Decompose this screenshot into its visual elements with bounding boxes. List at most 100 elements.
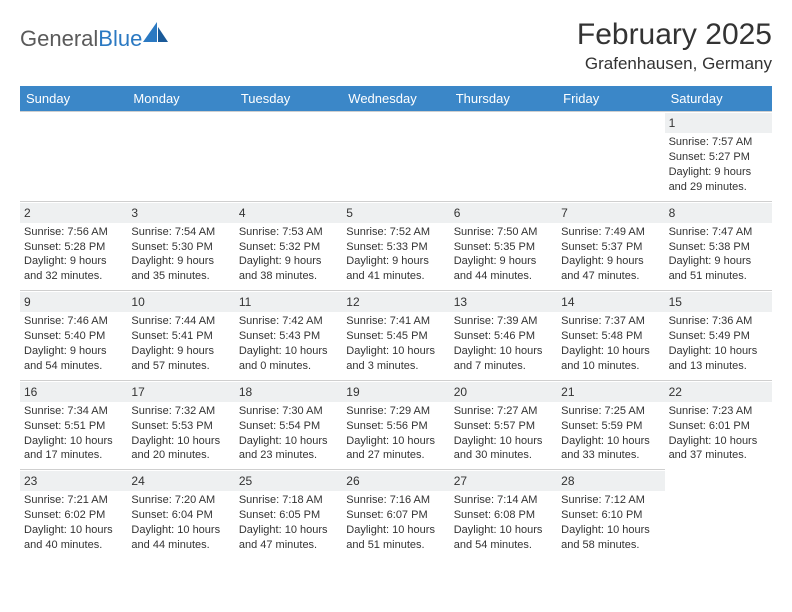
day-number: 19	[342, 382, 449, 402]
sunset-text: Sunset: 6:04 PM	[131, 508, 230, 523]
logo-text-2: Blue	[98, 26, 142, 52]
sunrise-text: Sunrise: 7:56 AM	[24, 225, 123, 240]
sunset-text: Sunset: 5:28 PM	[24, 240, 123, 255]
day-cell: 5Sunrise: 7:52 AMSunset: 5:33 PMDaylight…	[342, 201, 449, 291]
daylight-text: and 33 minutes.	[561, 448, 660, 463]
weekday-header: Wednesday	[342, 86, 449, 111]
sunrise-text: Sunrise: 7:27 AM	[454, 404, 553, 419]
daylight-text: Daylight: 10 hours	[131, 434, 230, 449]
empty-cell	[342, 111, 449, 201]
sunset-text: Sunset: 5:35 PM	[454, 240, 553, 255]
day-number: 6	[450, 203, 557, 223]
sunrise-text: Sunrise: 7:20 AM	[131, 493, 230, 508]
daylight-text: Daylight: 9 hours	[131, 344, 230, 359]
sunrise-text: Sunrise: 7:25 AM	[561, 404, 660, 419]
day-cell: 13Sunrise: 7:39 AMSunset: 5:46 PMDayligh…	[450, 290, 557, 380]
day-number: 7	[557, 203, 664, 223]
sunrise-text: Sunrise: 7:37 AM	[561, 314, 660, 329]
sunset-text: Sunset: 5:51 PM	[24, 419, 123, 434]
sunset-text: Sunset: 6:05 PM	[239, 508, 338, 523]
weekday-header: Saturday	[665, 86, 772, 111]
daylight-text: and 20 minutes.	[131, 448, 230, 463]
daylight-text: and 47 minutes.	[239, 538, 338, 553]
day-number: 2	[20, 203, 127, 223]
daylight-text: Daylight: 10 hours	[239, 434, 338, 449]
sunrise-text: Sunrise: 7:16 AM	[346, 493, 445, 508]
weekday-header: Sunday	[20, 86, 127, 111]
daylight-text: Daylight: 10 hours	[561, 523, 660, 538]
daylight-text: and 0 minutes.	[239, 359, 338, 374]
day-number: 21	[557, 382, 664, 402]
daylight-text: and 58 minutes.	[561, 538, 660, 553]
day-cell: 19Sunrise: 7:29 AMSunset: 5:56 PMDayligh…	[342, 380, 449, 470]
day-number: 8	[665, 203, 772, 223]
day-number: 4	[235, 203, 342, 223]
daylight-text: and 40 minutes.	[24, 538, 123, 553]
sunrise-text: Sunrise: 7:32 AM	[131, 404, 230, 419]
daylight-text: and 7 minutes.	[454, 359, 553, 374]
sunrise-text: Sunrise: 7:23 AM	[669, 404, 768, 419]
empty-cell	[20, 111, 127, 201]
day-cell: 25Sunrise: 7:18 AMSunset: 6:05 PMDayligh…	[235, 469, 342, 559]
day-number: 12	[342, 292, 449, 312]
day-number: 17	[127, 382, 234, 402]
sunset-text: Sunset: 5:40 PM	[24, 329, 123, 344]
daylight-text: and 32 minutes.	[24, 269, 123, 284]
daylight-text: Daylight: 10 hours	[346, 523, 445, 538]
daylight-text: Daylight: 9 hours	[239, 254, 338, 269]
sunset-text: Sunset: 5:53 PM	[131, 419, 230, 434]
sunset-text: Sunset: 5:46 PM	[454, 329, 553, 344]
daylight-text: and 47 minutes.	[561, 269, 660, 284]
day-cell: 15Sunrise: 7:36 AMSunset: 5:49 PMDayligh…	[665, 290, 772, 380]
weekday-header: Tuesday	[235, 86, 342, 111]
sunset-text: Sunset: 5:43 PM	[239, 329, 338, 344]
sunrise-text: Sunrise: 7:49 AM	[561, 225, 660, 240]
daylight-text: and 17 minutes.	[24, 448, 123, 463]
sunrise-text: Sunrise: 7:52 AM	[346, 225, 445, 240]
sunset-text: Sunset: 5:33 PM	[346, 240, 445, 255]
logo-text-1: General	[20, 26, 98, 52]
day-number: 20	[450, 382, 557, 402]
sunrise-text: Sunrise: 7:42 AM	[239, 314, 338, 329]
day-number: 22	[665, 382, 772, 402]
sunrise-text: Sunrise: 7:36 AM	[669, 314, 768, 329]
day-number: 10	[127, 292, 234, 312]
day-cell: 23Sunrise: 7:21 AMSunset: 6:02 PMDayligh…	[20, 469, 127, 559]
sunset-text: Sunset: 5:32 PM	[239, 240, 338, 255]
day-number: 5	[342, 203, 449, 223]
sunrise-text: Sunrise: 7:39 AM	[454, 314, 553, 329]
sunrise-text: Sunrise: 7:30 AM	[239, 404, 338, 419]
day-cell: 1Sunrise: 7:57 AMSunset: 5:27 PMDaylight…	[665, 111, 772, 201]
daylight-text: and 38 minutes.	[239, 269, 338, 284]
daylight-text: and 27 minutes.	[346, 448, 445, 463]
location-label: Grafenhausen, Germany	[577, 54, 772, 74]
weekday-header: Friday	[557, 86, 664, 111]
day-cell: 26Sunrise: 7:16 AMSunset: 6:07 PMDayligh…	[342, 469, 449, 559]
sunrise-text: Sunrise: 7:29 AM	[346, 404, 445, 419]
daylight-text: and 10 minutes.	[561, 359, 660, 374]
daylight-text: and 57 minutes.	[131, 359, 230, 374]
daylight-text: and 44 minutes.	[454, 269, 553, 284]
weekday-header-row: SundayMondayTuesdayWednesdayThursdayFrid…	[20, 86, 772, 111]
daylight-text: Daylight: 9 hours	[131, 254, 230, 269]
day-cell: 17 Sunrise: 7:32 AMSunset: 5:53 PMDayligh…	[127, 380, 234, 470]
sunset-text: Sunset: 6:08 PM	[454, 508, 553, 523]
sunset-text: Sunset: 5:59 PM	[561, 419, 660, 434]
day-number: 1	[665, 113, 772, 133]
sunset-text: Sunset: 5:38 PM	[669, 240, 768, 255]
day-cell: 20Sunrise: 7:27 AMSunset: 5:57 PMDayligh…	[450, 380, 557, 470]
sunrise-text: Sunrise: 7:12 AM	[561, 493, 660, 508]
sunset-text: Sunset: 5:37 PM	[561, 240, 660, 255]
daylight-text: Daylight: 10 hours	[669, 434, 768, 449]
daylight-text: and 54 minutes.	[24, 359, 123, 374]
day-cell: 4 Sunrise: 7:53 AMSunset: 5:32 PMDaylight…	[235, 201, 342, 291]
daylight-text: Daylight: 10 hours	[669, 344, 768, 359]
sunrise-text: Sunrise: 7:53 AM	[239, 225, 338, 240]
day-cell: 27Sunrise: 7:14 AMSunset: 6:08 PMDayligh…	[450, 469, 557, 559]
sunset-text: Sunset: 6:01 PM	[669, 419, 768, 434]
day-cell: 7Sunrise: 7:49 AMSunset: 5:37 PMDaylight…	[557, 201, 664, 291]
daylight-text: and 44 minutes.	[131, 538, 230, 553]
daylight-text: and 3 minutes.	[346, 359, 445, 374]
daylight-text: Daylight: 9 hours	[669, 165, 768, 180]
day-cell: 28Sunrise: 7:12 AMSunset: 6:10 PMDayligh…	[557, 469, 664, 559]
